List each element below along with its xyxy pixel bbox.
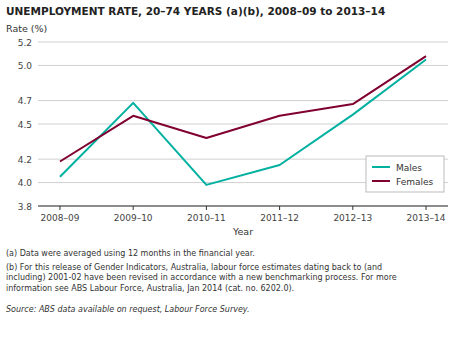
grid-line (38, 100, 448, 101)
title: UNEMPLOYMENT RATE, 20–74 YEARS (a)(b), 2… (6, 5, 385, 17)
footnote: (a) Data were averaged using 12 months i… (6, 249, 255, 258)
legend-swatch (372, 166, 390, 168)
y-axis-label: Rate (%) (6, 23, 47, 34)
x-tick (206, 206, 207, 210)
legend-swatch (372, 180, 390, 182)
legend-label: Males (396, 163, 422, 173)
y-tick-label: 4.5 (18, 120, 32, 130)
grid-line (38, 65, 448, 66)
legend-box (366, 156, 444, 192)
footnote: (b) For this release of Gender Indicator… (6, 263, 397, 293)
y-tick-label: 5.0 (18, 61, 33, 71)
x-tick (59, 206, 60, 210)
x-tick (133, 206, 134, 210)
x-tick-label: 2009–10 (114, 213, 153, 223)
x-tick-label: 2010–11 (187, 213, 226, 223)
footnote-line: including) 2001-02 have been revised in … (6, 273, 397, 282)
y-tick-label: 4.7 (18, 96, 32, 106)
grid-line (38, 124, 448, 125)
x-tick-label: 2008–09 (41, 213, 80, 223)
chart: UNEMPLOYMENT RATE, 20–74 YEARS (a)(b), 2… (0, 0, 458, 349)
footnote-line: (b) For this release of Gender Indicator… (6, 263, 382, 272)
x-tick (279, 206, 280, 210)
y-tick-label: 4.0 (18, 178, 33, 188)
line-series (60, 56, 426, 161)
x-tick-label: 2012–13 (333, 213, 372, 223)
grid-line (38, 206, 448, 207)
x-axis-label: Year (232, 226, 253, 237)
footnote-line: information see ABS Labour Force, Austra… (6, 284, 294, 293)
y-tick-label: 4.2 (18, 155, 32, 165)
footnote-line: (a) Data were averaged using 12 months i… (6, 249, 255, 258)
x-tick (352, 206, 353, 210)
x-tick-label: 2013–14 (407, 213, 446, 223)
grid-line (38, 42, 448, 43)
x-tick (426, 206, 427, 210)
legend-label: Females (396, 177, 434, 187)
x-axis-line (38, 206, 448, 207)
y-tick-label: 5.2 (18, 38, 32, 48)
x-tick-label: 2011–12 (260, 213, 299, 223)
source: Source: ABS data available on request, L… (6, 305, 250, 314)
legend: Males Females (366, 156, 444, 192)
y-tick-label: 3.8 (18, 202, 33, 212)
